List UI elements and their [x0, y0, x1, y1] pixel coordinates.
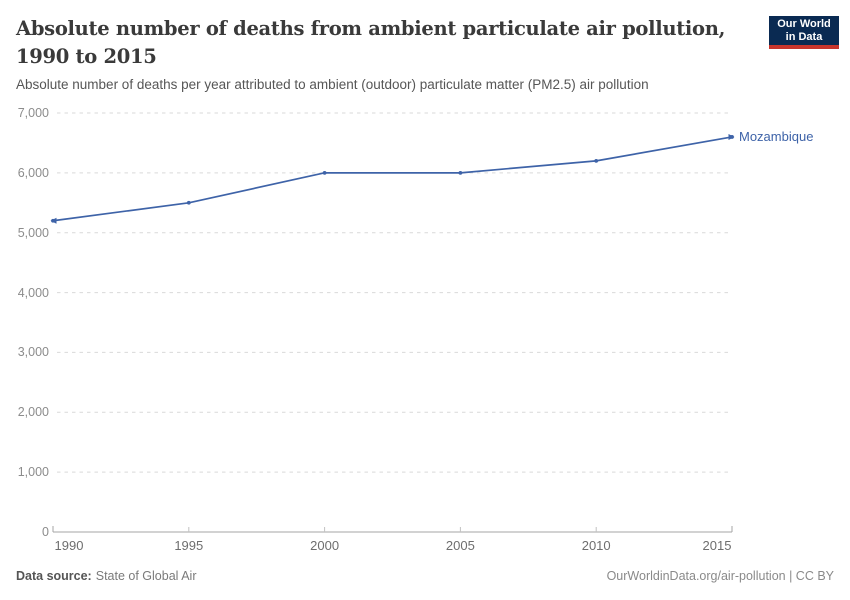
- x-tick-label: 1995: [174, 538, 204, 553]
- series-label-mozambique[interactable]: Mozambique: [739, 128, 814, 144]
- line-end-arrow: [728, 133, 735, 140]
- line-start-arrow: [50, 217, 57, 224]
- credit-link[interactable]: OurWorldinData.org/air-pollution | CC BY: [606, 569, 834, 583]
- data-point-marker[interactable]: [186, 200, 191, 205]
- y-tick-label: 1,000: [17, 465, 49, 480]
- y-tick-label: 2,000: [17, 405, 49, 420]
- owid-logo[interactable]: Our World in Data: [769, 16, 839, 49]
- title-line-1: Absolute number of deaths from ambient p…: [16, 17, 726, 40]
- data-point-marker[interactable]: [594, 158, 599, 163]
- y-tick-label: 0: [42, 525, 49, 539]
- chart-subtitle: Absolute number of deaths per year attri…: [16, 77, 649, 92]
- x-tick-label: 2010: [581, 538, 611, 553]
- data-source-label: Data source:: [16, 569, 92, 583]
- data-source-value: State of Global Air: [95, 569, 197, 583]
- x-tick-label: 2005: [445, 538, 475, 553]
- page-title: Absolute number of deaths from ambient p…: [16, 15, 725, 71]
- title-line-2: 1990 to 2015: [16, 45, 157, 68]
- y-tick-label: 3,000: [17, 345, 49, 360]
- data-source-note: Data source: State of Global Air: [16, 569, 197, 583]
- logo-text-line-2: in Data: [785, 31, 823, 43]
- data-point-marker[interactable]: [322, 170, 327, 175]
- y-tick-label: 7,000: [17, 106, 49, 120]
- x-tick-label: 1990: [54, 538, 84, 553]
- y-tick-label: 6,000: [17, 165, 49, 180]
- data-point-marker[interactable]: [458, 170, 463, 175]
- y-tick-label: 5,000: [17, 225, 49, 240]
- y-tick-label: 4,000: [17, 285, 49, 300]
- x-tick-label: 2000: [310, 538, 340, 553]
- series-line-mozambique[interactable]: [52, 136, 733, 222]
- logo-text-line-1: Our World: [777, 18, 831, 30]
- x-tick-label: 2015: [702, 538, 732, 553]
